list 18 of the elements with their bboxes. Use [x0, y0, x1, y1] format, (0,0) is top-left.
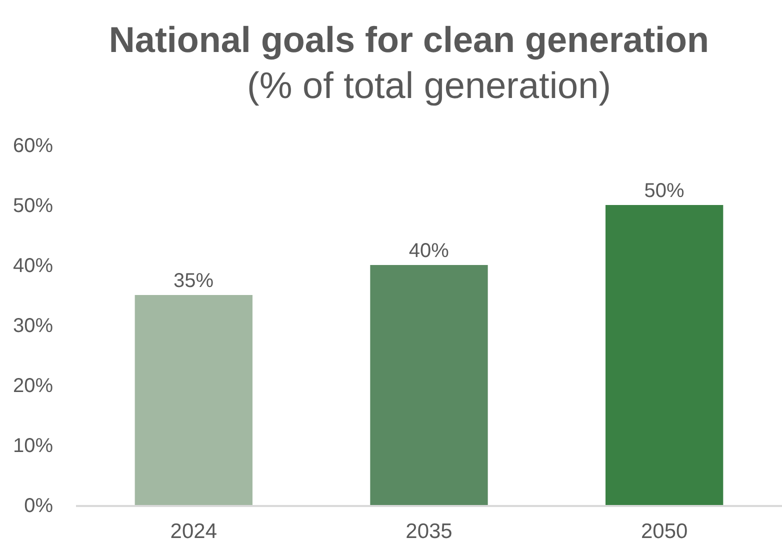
- y-tick-label: 60%: [12, 135, 54, 157]
- bar: [370, 265, 488, 505]
- y-tick-label: 10%: [12, 435, 54, 457]
- y-tick-label: 20%: [12, 375, 54, 397]
- y-tick-label: 0%: [24, 495, 54, 517]
- chart-subtitle: (% of total generation): [247, 65, 612, 106]
- x-tick-label: 2035: [406, 520, 452, 543]
- y-tick-label: 50%: [12, 195, 54, 217]
- y-tick-label: 30%: [12, 315, 54, 337]
- bar: [606, 205, 724, 505]
- chart-title: National goals for clean generation: [108, 19, 710, 60]
- bar: [134, 295, 252, 505]
- data-label: 50%: [644, 180, 684, 202]
- x-tick-label: 2024: [170, 520, 218, 543]
- y-tick-label: 40%: [12, 255, 54, 277]
- data-label: 35%: [174, 270, 214, 292]
- data-label: 40%: [408, 240, 450, 262]
- x-tick-label: 2050: [640, 520, 688, 543]
